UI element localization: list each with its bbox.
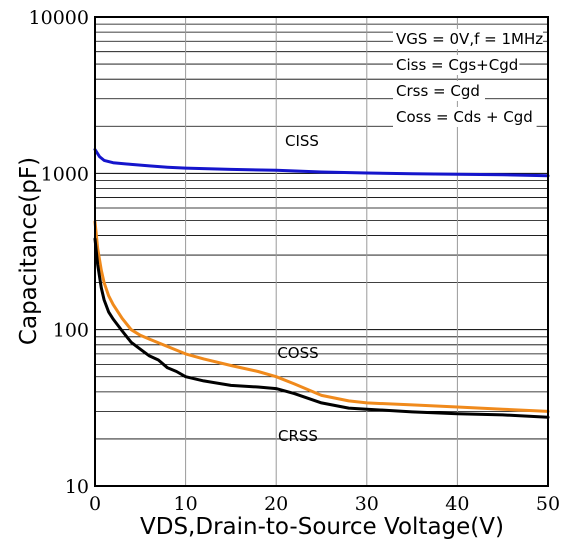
y-tick-label: 10000 [29,7,89,29]
series-label-ciss: CISS [285,132,319,150]
curves [93,148,550,419]
x-tick-label: 20 [264,493,288,515]
series-line-coss [93,220,550,413]
x-tick-label: 10 [174,493,198,515]
legend-entry: Coss = Cds + Cgd [396,108,533,126]
x-tick-label: 50 [536,493,560,515]
plot-frame [94,16,549,487]
series-line-ciss [93,148,550,178]
legend-entry: Crss = Cgd [396,82,480,100]
legend-backdrop [393,29,543,49]
legend-entry: VGS = 0V,f = 1MHz [396,30,543,48]
y-axis-title: Capacitance(pF) [16,157,42,345]
series-label-coss: COSS [277,344,318,362]
x-tick-label: 40 [445,493,469,515]
legend-backdrop [393,107,537,127]
legend-entry: Ciss = Cgs+Cgd [396,56,518,74]
legend: VGS = 0V,f = 1MHz Ciss = Cgs+Cgd Crss = Cg… [393,29,543,127]
y-tick-label: 1000 [41,163,89,185]
x-axis-title: VDS,Drain-to-Source Voltage(V) [140,514,504,540]
series-labels: CISS COSS CRSS [277,132,319,445]
series-line-crss [93,237,550,419]
y-tick-label: 10 [65,476,89,498]
x-tick-label: 30 [355,493,379,515]
legend-backdrop [393,55,520,75]
y-tick-label: 100 [53,320,89,342]
series-label-crss: CRSS [278,427,318,445]
x-tick-label: 0 [89,493,101,515]
legend-backdrop [393,81,485,101]
